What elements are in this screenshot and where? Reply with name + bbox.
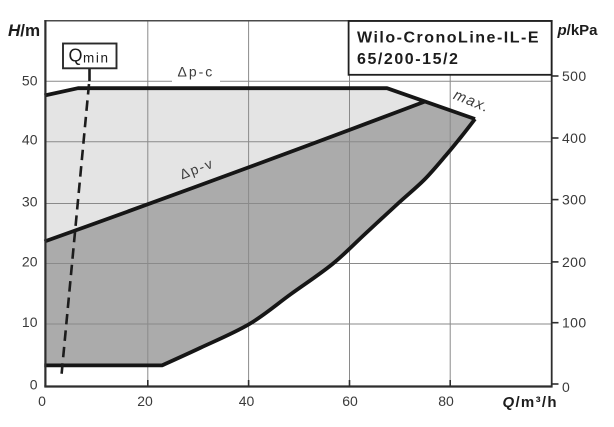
svg-text:40: 40 xyxy=(22,132,38,148)
svg-text:30: 30 xyxy=(22,194,38,210)
svg-text:Qmin: Qmin xyxy=(69,46,110,66)
svg-text:Δp-c: Δp-c xyxy=(178,64,215,80)
svg-text:40: 40 xyxy=(239,393,255,409)
svg-text:500: 500 xyxy=(562,68,587,84)
svg-text:60: 60 xyxy=(342,393,358,409)
svg-text:10: 10 xyxy=(22,314,38,330)
svg-text:0: 0 xyxy=(30,377,38,393)
svg-text:Wilo-CronoLine-IL-E: Wilo-CronoLine-IL-E xyxy=(357,29,540,46)
svg-text:400: 400 xyxy=(562,130,587,146)
svg-text:50: 50 xyxy=(22,73,38,89)
svg-text:0: 0 xyxy=(38,393,46,409)
svg-text:20: 20 xyxy=(22,254,38,270)
svg-text:200: 200 xyxy=(562,254,587,270)
svg-text:100: 100 xyxy=(562,315,587,331)
svg-text:p/kPa: p/kPa xyxy=(557,22,599,39)
svg-text:65/200-15/2: 65/200-15/2 xyxy=(357,51,459,68)
svg-text:H/m: H/m xyxy=(8,21,40,40)
svg-text:0: 0 xyxy=(562,379,570,395)
svg-text:20: 20 xyxy=(137,393,153,409)
svg-text:Q/m³/h: Q/m³/h xyxy=(503,394,558,411)
svg-text:80: 80 xyxy=(438,393,454,409)
svg-text:300: 300 xyxy=(562,192,587,208)
